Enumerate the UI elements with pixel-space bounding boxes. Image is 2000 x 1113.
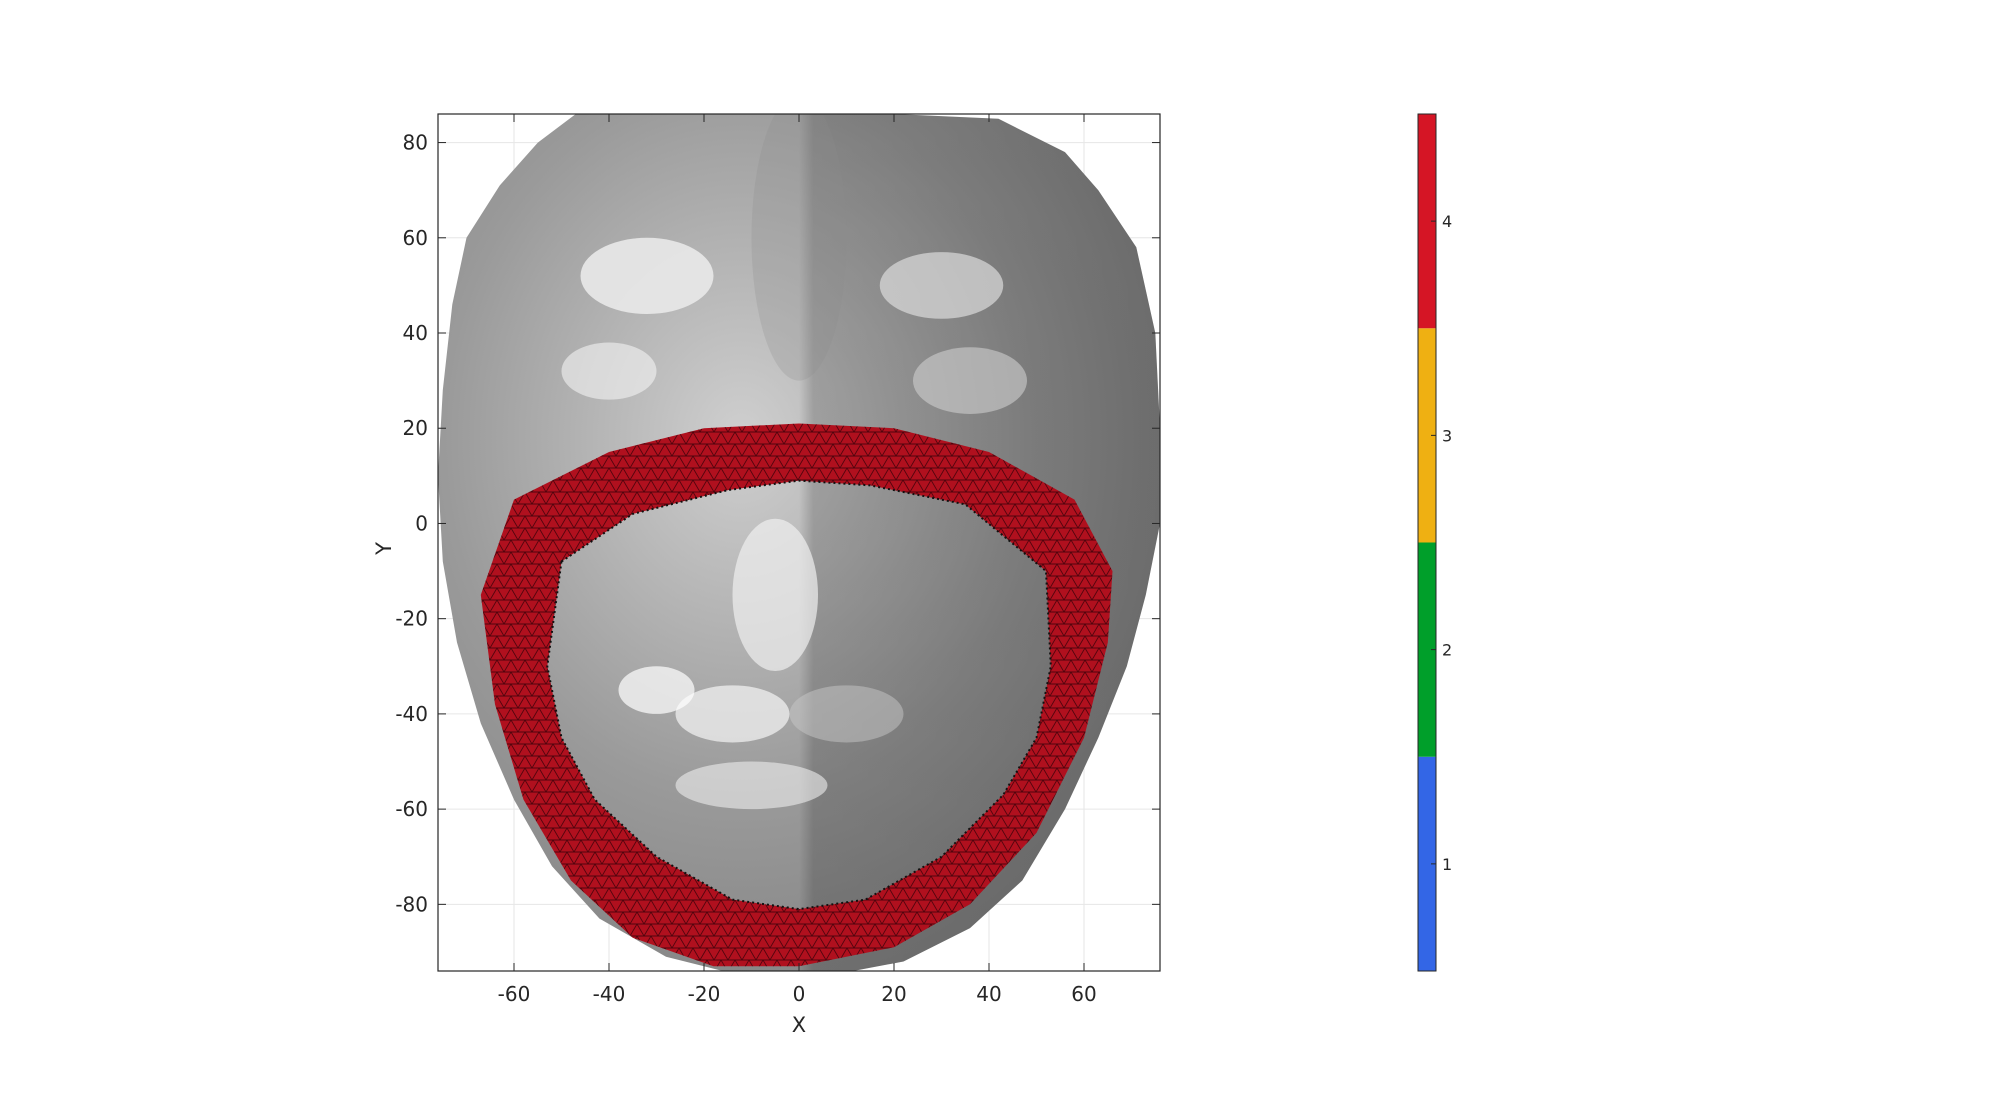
face-mesh bbox=[438, 114, 1160, 971]
shading-patch bbox=[675, 685, 790, 743]
y-tick-label: 60 bbox=[403, 226, 428, 250]
shading-patch bbox=[561, 342, 657, 400]
y-axis-label: Y bbox=[372, 542, 396, 556]
shading-patch bbox=[732, 518, 818, 672]
y-tick-label: -60 bbox=[395, 797, 428, 821]
colorbar-frame bbox=[1417, 113, 1437, 972]
axis-ticks bbox=[438, 114, 1160, 971]
colorbar-segment bbox=[1418, 756, 1436, 971]
y-tick-label: -40 bbox=[395, 702, 428, 726]
shading-patch bbox=[879, 252, 1004, 319]
colorbar-segment bbox=[1418, 114, 1436, 329]
region-4-boundary bbox=[546, 479, 1052, 911]
y-tick-label: 0 bbox=[415, 511, 428, 535]
x-axis-label: X bbox=[792, 1013, 806, 1037]
x-tick-label: 20 bbox=[881, 982, 906, 1006]
colorbar-segment bbox=[1418, 542, 1436, 757]
y-tick-label: -80 bbox=[395, 892, 428, 916]
x-tick-label: 40 bbox=[976, 982, 1001, 1006]
colorbar-segment bbox=[1418, 328, 1436, 543]
y-tick-label: 20 bbox=[403, 416, 428, 440]
colorbar: 1 2 3 4 bbox=[1417, 113, 1452, 972]
x-tick-labels: -60 -40 -20 0 20 40 60 bbox=[498, 982, 1097, 1006]
shading-patch bbox=[618, 666, 695, 714]
y-tick-labels: 80 60 40 20 0 -20 -40 -60 -80 bbox=[395, 131, 428, 917]
face-features bbox=[561, 114, 1027, 810]
y-tick-label: 80 bbox=[403, 131, 428, 155]
colorbar-label: 4 bbox=[1442, 212, 1452, 231]
shading-patch bbox=[675, 761, 828, 810]
y-tick-label: -20 bbox=[395, 607, 428, 631]
x-tick-label: -40 bbox=[593, 982, 626, 1006]
colorbar-label: 3 bbox=[1442, 426, 1452, 445]
shading-patch bbox=[913, 347, 1027, 414]
shading-patch bbox=[751, 114, 847, 381]
x-tick-label: -20 bbox=[688, 982, 721, 1006]
y-tick-label: 40 bbox=[403, 321, 428, 345]
x-tick-label: -60 bbox=[498, 982, 531, 1006]
x-tick-label: 60 bbox=[1071, 982, 1096, 1006]
colorbar-label: 2 bbox=[1442, 641, 1452, 660]
colorbar-label: 1 bbox=[1442, 855, 1452, 874]
x-tick-label: 0 bbox=[793, 982, 806, 1006]
shading-patch bbox=[580, 237, 714, 314]
shading-patch bbox=[789, 685, 904, 743]
